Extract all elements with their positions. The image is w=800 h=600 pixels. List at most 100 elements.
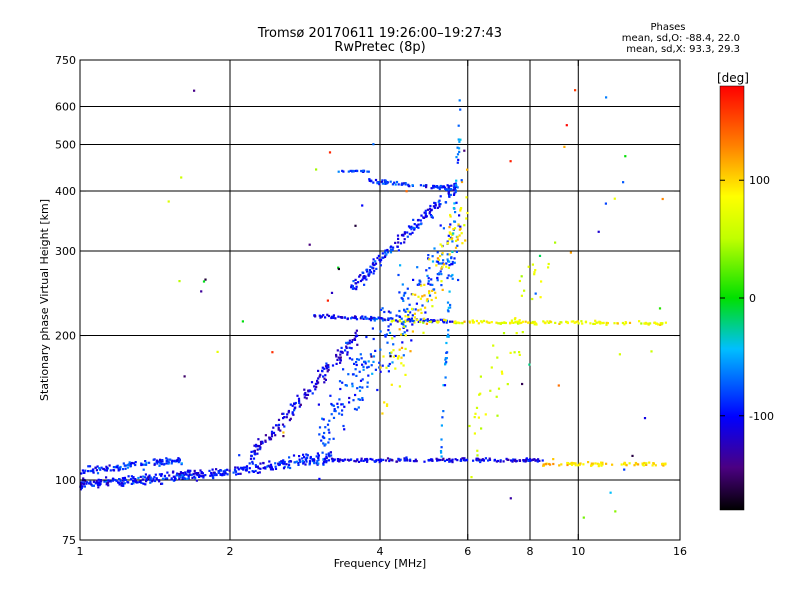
trace-e-layer-x-point	[428, 320, 431, 323]
trace-spread-x-point	[411, 307, 414, 310]
trace-cusp-6-point	[445, 361, 448, 364]
trace-flat-110-point	[390, 458, 393, 461]
trace-cusp-6-point	[439, 450, 443, 453]
trace-spread-main-point	[431, 283, 434, 286]
trace-e-layer-x-point	[573, 321, 576, 324]
trace-f-riser-point	[351, 287, 354, 290]
trace-spread-main-point	[389, 323, 392, 326]
trace-high-x-point	[664, 462, 667, 465]
trace-rise-point	[243, 466, 246, 469]
trace-ramp-point	[277, 428, 280, 431]
trace-e-layer-x-point	[512, 321, 515, 324]
trace-low-o-upper-point	[114, 466, 117, 469]
trace-spread-main-point	[391, 361, 394, 364]
trace-spread-main-point	[402, 354, 405, 357]
trace-spread-main-point	[449, 223, 452, 226]
trace-e-layer-point	[343, 316, 347, 319]
trace-spread-x-point	[430, 298, 433, 302]
trace-ramp-point	[325, 362, 328, 365]
trace-spread-main-point	[431, 255, 434, 258]
trace-ramp-point	[327, 366, 330, 369]
trace-spread-main-point	[351, 358, 354, 361]
trace-e-layer-x-point	[649, 322, 652, 325]
trace-e-layer-x-point	[407, 320, 410, 323]
trace-mid-x-point	[495, 395, 498, 398]
trace-f-riser-point	[372, 261, 375, 264]
trace-flat-110-point	[524, 459, 528, 462]
trace-spread-x-point	[385, 404, 389, 407]
trace-ramp-point	[289, 417, 292, 420]
trace-low-o-upper-point	[153, 463, 156, 466]
trace-spread-main-point	[397, 273, 400, 277]
trace-spread-x-point	[458, 228, 461, 231]
trace-f-riser-point	[438, 205, 441, 208]
trace-spread-main-point	[351, 385, 354, 388]
x-tick-label: 1	[77, 545, 84, 558]
trace-rise-point	[297, 463, 300, 466]
trace-spread-x-point	[466, 168, 469, 171]
trace-f-riser-point	[413, 223, 416, 226]
trace-low-o-point	[81, 485, 84, 488]
trace-spread-x-point	[414, 293, 417, 296]
trace-cusp-6-point	[440, 424, 443, 427]
trace-f-riser-point	[389, 251, 393, 254]
trace-spread-x-point	[400, 346, 404, 349]
trace-ramp-point	[317, 377, 320, 380]
trace-low-o-upper-point	[122, 462, 125, 465]
trace-f-riser-point	[403, 241, 406, 244]
trace-f-riser-point	[362, 277, 365, 280]
trace-low-o-upper-point	[81, 469, 84, 472]
trace-spread-main-point	[351, 382, 354, 385]
trace-f-riser-point	[433, 206, 436, 209]
trace-f-440-point	[354, 169, 357, 172]
trace-low-o-point	[185, 473, 188, 476]
trace-ramp-point	[324, 365, 328, 368]
trace-low-o-point	[186, 477, 189, 480]
trace-f-riser-point	[422, 216, 425, 219]
trace-f-400-point	[378, 183, 381, 186]
x-tick-label: 8	[527, 545, 534, 558]
trace-spread-x-point	[446, 242, 449, 245]
trace-noise-point	[597, 230, 600, 233]
trace-ramp-point	[318, 375, 321, 378]
trace-spread-main-point	[361, 386, 364, 389]
trace-spread-main-point	[338, 412, 341, 415]
trace-spread-x-point	[386, 403, 389, 406]
trace-ramp-point	[323, 381, 326, 384]
trace-spread-x-point	[449, 215, 452, 218]
trace-e-layer-x-point	[613, 322, 616, 325]
trace-ramp-point	[345, 341, 348, 344]
trace-low-o-upper-point	[95, 469, 98, 472]
trace-e-layer-point	[389, 317, 393, 320]
trace-flat-110-point	[479, 460, 482, 464]
trace-flat-110-point	[371, 458, 374, 461]
trace-rise-point	[289, 466, 292, 470]
trace-high-x-point	[570, 461, 574, 464]
trace-low-o-point	[211, 474, 214, 477]
trace-flat-110-point	[476, 459, 479, 462]
trace-low-o-point	[151, 479, 154, 482]
trace-ramp-point	[316, 379, 319, 382]
trace-noise-point	[337, 267, 340, 271]
trace-noise-point	[582, 516, 585, 519]
trace-low-o-point	[85, 482, 88, 485]
trace-low-o-upper-point	[87, 470, 90, 473]
trace-low-o-point	[121, 482, 124, 485]
trace-rise-point	[309, 457, 312, 460]
trace-low-o-point	[149, 481, 152, 484]
trace-spread-main-point	[439, 262, 443, 265]
trace-spread-main-point	[442, 227, 445, 230]
trace-low-o-upper-point	[99, 468, 102, 471]
trace-mid-x-point	[518, 319, 521, 322]
trace-rise-point	[287, 466, 290, 469]
trace-low-o-upper-point	[80, 472, 83, 475]
trace-rise-point	[285, 463, 288, 466]
trace-ramp-point	[268, 436, 271, 439]
trace-mid-x-point	[470, 476, 473, 479]
trace-f-riser-point	[424, 212, 427, 215]
trace-spread-main-point	[442, 259, 445, 262]
trace-cusp-6-point	[456, 146, 459, 149]
trace-f-riser-point	[376, 256, 379, 260]
trace-cusp-6-point	[440, 451, 443, 454]
y-tick-label: 500	[55, 139, 76, 152]
